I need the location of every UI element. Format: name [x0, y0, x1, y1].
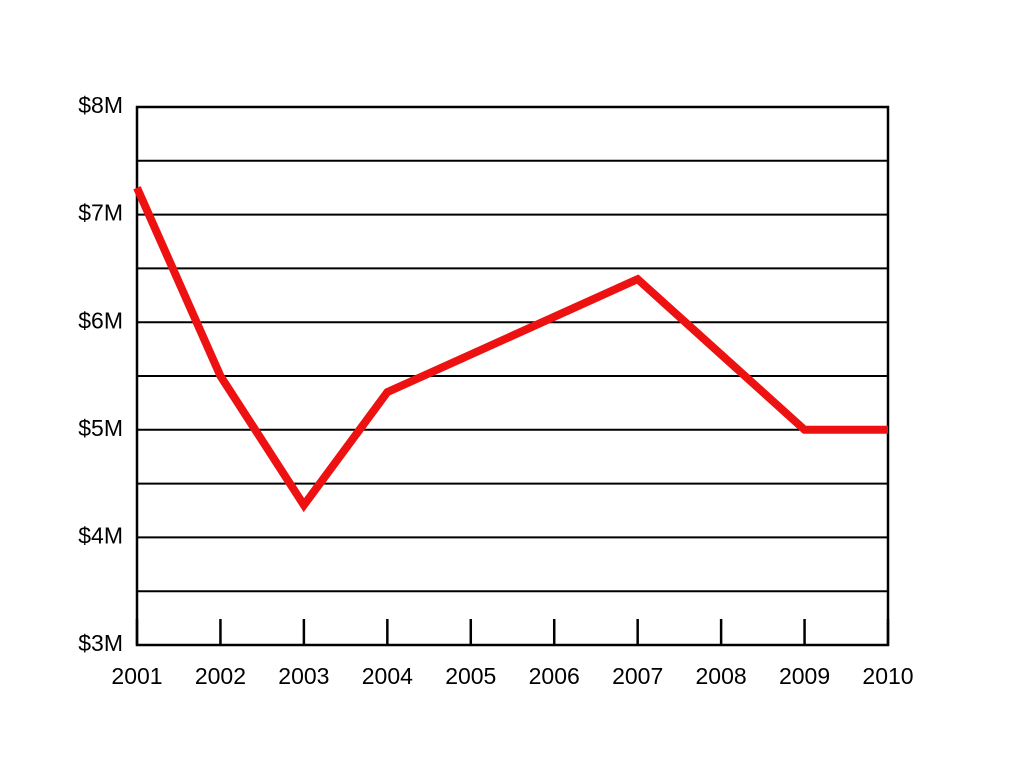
data-line [133, 186, 888, 513]
x-tick-label: 2010 [862, 663, 913, 689]
x-tick-label: 2001 [111, 663, 162, 689]
x-tick-label: 2008 [696, 663, 747, 689]
x-tick-label: 2007 [612, 663, 663, 689]
x-tick-label: 2004 [362, 663, 413, 689]
x-tick-label: 2009 [779, 663, 830, 689]
y-tick-label: $8M [78, 92, 123, 118]
y-tick-label: $5M [78, 415, 123, 441]
y-tick-label: $7M [78, 200, 123, 226]
x-tick-label: 2005 [445, 663, 496, 689]
y-tick-label: $4M [78, 522, 123, 548]
x-tick-label: 2006 [529, 663, 580, 689]
y-tick-label: $3M [78, 630, 123, 656]
plot-frame [135, 105, 890, 647]
x-tick-label: 2003 [278, 663, 329, 689]
x-tick-label: 2002 [195, 663, 246, 689]
y-tick-label: $6M [78, 307, 123, 333]
